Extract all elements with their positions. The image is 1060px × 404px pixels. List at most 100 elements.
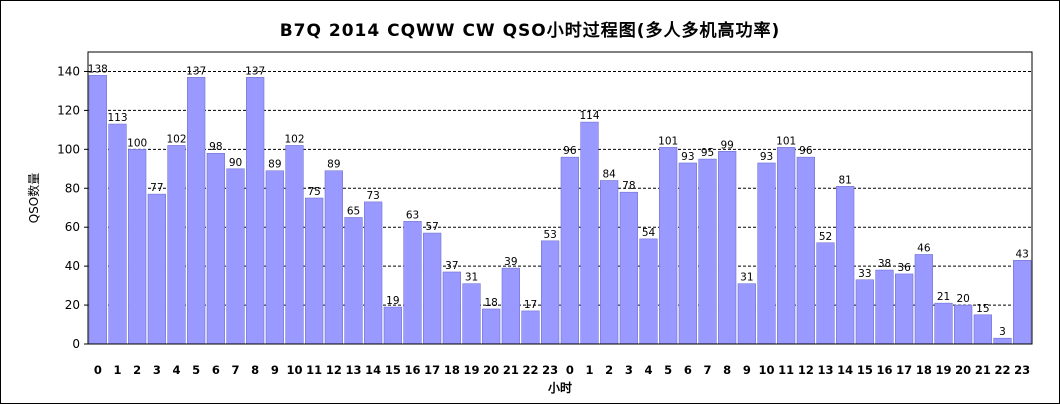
x-tick-label: 10 [286, 363, 302, 377]
x-tick-label: 12 [326, 363, 342, 377]
data-label: 101 [776, 135, 796, 147]
x-tick-label: 0 [94, 363, 102, 377]
x-tick-label: 3 [625, 363, 633, 377]
data-label: 38 [878, 258, 891, 270]
data-label: 15 [976, 303, 989, 315]
bar [285, 145, 304, 345]
x-tick-label: 21 [975, 363, 991, 377]
bar [796, 156, 815, 345]
data-label: 89 [327, 159, 340, 171]
bar [108, 123, 127, 345]
bar [462, 283, 481, 345]
data-label: 73 [366, 190, 379, 202]
x-tick-label: 22 [522, 363, 538, 377]
x-tick-label: 2 [133, 363, 141, 377]
x-tick-label: 5 [664, 363, 672, 377]
data-label: 37 [445, 260, 458, 272]
data-label: 65 [347, 205, 360, 217]
bar [698, 158, 717, 345]
data-label: 96 [563, 145, 577, 157]
y-tick-label: 0 [72, 337, 80, 351]
bar [147, 193, 166, 345]
bar [344, 217, 363, 345]
bar [128, 149, 147, 345]
bar [619, 191, 638, 345]
bar [757, 162, 776, 345]
data-label: 46 [917, 242, 931, 254]
x-tick-label: 11 [778, 363, 794, 377]
x-tick-label: 9 [271, 363, 279, 377]
bar [954, 304, 973, 345]
data-label: 18 [484, 297, 497, 309]
bar [226, 168, 245, 345]
data-label: 114 [579, 110, 599, 122]
bar [895, 273, 914, 345]
x-tick-label: 4 [644, 363, 652, 377]
x-tick-label: 0 [566, 363, 574, 377]
bar [737, 283, 756, 345]
data-label: 20 [956, 293, 969, 305]
chart-title: B7Q 2014 CQWW CW QSO小时过程图(多人多机高功率) [279, 21, 781, 41]
data-label: 31 [465, 272, 478, 284]
bar [246, 77, 265, 345]
data-label: 54 [642, 227, 656, 239]
x-tick-label: 21 [503, 363, 519, 377]
bar [403, 221, 422, 345]
bar [324, 170, 343, 345]
x-tick-label: 14 [837, 363, 853, 377]
x-tick-label: 16 [404, 363, 420, 377]
y-tick-label: 60 [65, 220, 80, 234]
data-label: 43 [1015, 248, 1028, 260]
data-label: 17 [524, 299, 537, 311]
data-label: 100 [127, 137, 147, 149]
x-tick-label: 16 [876, 363, 892, 377]
x-tick-label: 17 [896, 363, 912, 377]
bar [187, 77, 206, 345]
data-label: 52 [819, 231, 832, 243]
x-tick-label: 4 [172, 363, 180, 377]
x-tick-label: 23 [542, 363, 558, 377]
x-tick-label: 18 [444, 363, 460, 377]
x-tick-label: 1 [585, 363, 593, 377]
y-tick-label: 120 [57, 103, 80, 117]
data-label: 93 [681, 151, 694, 163]
data-label: 93 [760, 151, 773, 163]
x-tick-label: 20 [483, 363, 499, 377]
x-tick-label: 1 [113, 363, 121, 377]
bar [383, 306, 402, 345]
data-label: 137 [186, 65, 206, 77]
bar [521, 310, 540, 345]
x-tick-label: 8 [723, 363, 731, 377]
x-tick-label: 7 [703, 363, 711, 377]
data-label: 39 [504, 256, 517, 268]
bar [364, 201, 383, 345]
y-axis-title: QSO数量 [26, 173, 41, 224]
bar [600, 180, 619, 345]
bar [423, 232, 442, 345]
data-label: 78 [622, 180, 635, 192]
x-axis-title: 小时 [548, 380, 572, 395]
bar [875, 269, 894, 345]
data-label: 21 [937, 291, 950, 303]
x-tick-label: 20 [955, 363, 971, 377]
bar [167, 145, 186, 345]
bar [580, 121, 599, 345]
y-tick-label: 20 [65, 298, 80, 312]
bar [718, 151, 737, 345]
bar [501, 267, 520, 345]
data-label: 99 [720, 139, 733, 151]
data-label: 3 [999, 326, 1006, 338]
data-label: 57 [425, 221, 438, 233]
bar [836, 186, 855, 345]
bar [659, 147, 678, 345]
x-tick-label: 13 [817, 363, 833, 377]
bar [442, 271, 461, 345]
bar [816, 242, 835, 345]
bar [973, 314, 992, 345]
x-tick-label: 19 [935, 363, 951, 377]
bar [305, 197, 324, 345]
data-label: 102 [284, 133, 304, 145]
bar [560, 156, 579, 345]
bar [482, 308, 501, 345]
data-label: 33 [858, 268, 871, 280]
